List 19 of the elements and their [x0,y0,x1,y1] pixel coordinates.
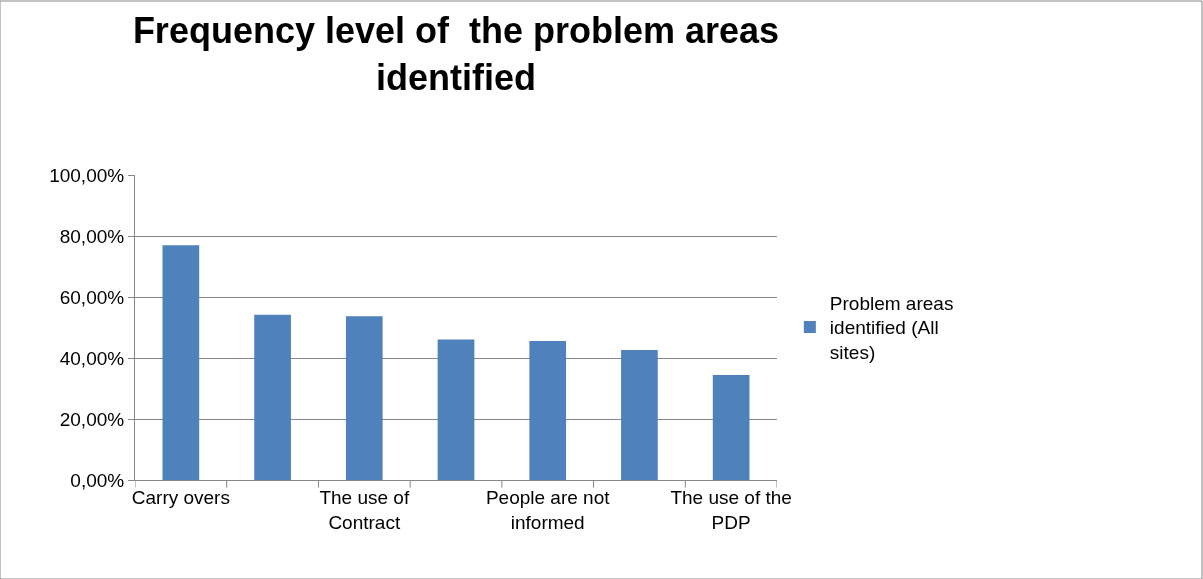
bar [712,375,750,480]
y-tick-label: 80,00% [59,225,125,247]
bar [437,339,475,480]
x-tick-label: The use of the PDP [670,486,792,533]
legend-label: Problem areas identified (All sites) [829,292,954,364]
y-tick-label: 60,00% [59,286,125,308]
chart-title: Frequency level of the problem areas identified [132,10,780,98]
y-tick-label: 40,00% [59,347,125,369]
x-tick-label: People are not informed [485,486,611,533]
bar [345,316,383,480]
y-tick-label: 0,00% [70,469,125,491]
x-tick-label: Carry overs [131,486,230,508]
bar [529,340,567,480]
bar [621,350,658,480]
bar [162,245,200,480]
bar [254,314,291,480]
y-tick-label: 100,00% [49,164,125,186]
x-tick-label: The use of Contract [319,486,410,533]
y-tick-label: 20,00% [59,408,125,430]
